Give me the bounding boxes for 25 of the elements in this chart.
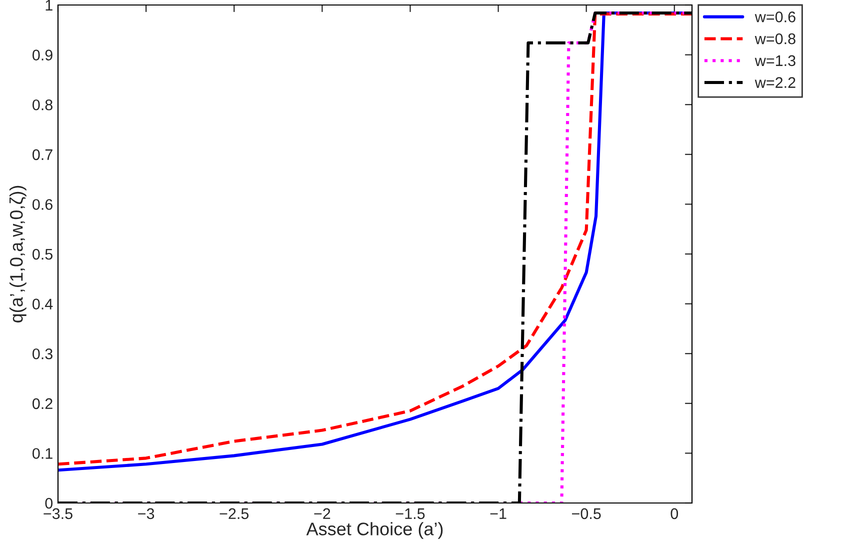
x-tick-label: −2.5	[220, 508, 249, 520]
y-tick-label: 0.2	[32, 398, 52, 410]
x-tick-label: −0.5	[572, 508, 601, 520]
y-tick-label: 1	[46, 0, 52, 11]
x-axis-title: Asset Choice (a’)	[306, 522, 443, 539]
y-axis-title: q(a’,(1,0,a,w,0,ζ))	[10, 186, 26, 322]
x-tick-label: −3.5	[44, 508, 72, 520]
y-tick-label: 0	[45, 498, 53, 509]
y-tick-label: 0.9	[32, 50, 52, 60]
legend-label: w=0.6	[754, 12, 796, 22]
x-tick-label: −2	[314, 508, 330, 519]
x-tick-label: −1.5	[396, 508, 425, 520]
legend-label: w=0.8	[754, 33, 796, 44]
legend-label: w=1.3	[754, 55, 796, 66]
y-tick-label: 0.1	[32, 448, 52, 459]
y-tick-label: 0.5	[32, 248, 52, 260]
x-tick-label: −1	[490, 508, 506, 519]
y-tick-label: 0.3	[32, 348, 52, 360]
x-tick-label: −3	[138, 508, 154, 520]
legend-label: w=2.2	[754, 77, 796, 88]
y-tick-label: 0.4	[32, 298, 53, 310]
y-tick-label: 0.8	[32, 99, 52, 110]
y-tick-label: 0.7	[32, 149, 52, 160]
x-tick-label: 0	[670, 508, 678, 520]
y-tick-label: 0.6	[32, 199, 52, 210]
